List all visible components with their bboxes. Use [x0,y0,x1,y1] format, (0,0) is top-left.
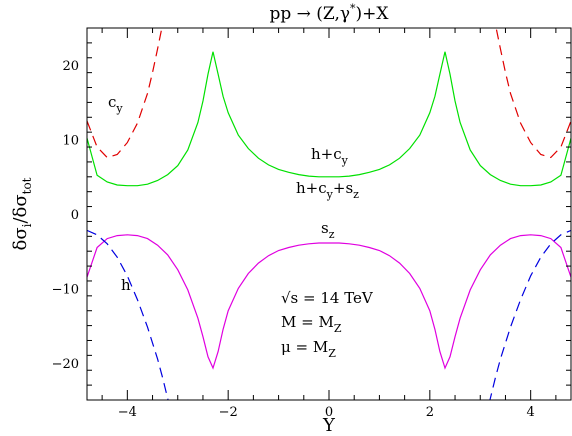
series-line-h-2 [489,229,571,400]
annotation-mass: M = MZ [281,313,342,335]
chart-title: pp → (Z,γ*)+X [269,2,389,24]
annotation-sqrt-s: √s = 14 TeV [281,289,374,307]
y-tick-label: −20 [52,357,79,372]
series-line-cy-1 [87,28,163,159]
y-tick-label: 0 [71,208,79,223]
series-label-h: h [121,276,131,294]
x-tick-label: 2 [426,405,434,420]
series-line-sz [87,234,571,370]
x-axis-label: Y [322,415,336,436]
annotation-scale: μ = MZ [281,338,336,360]
chart-curves [87,28,571,400]
series-label-h-cy-sz: h+cy+sz [296,179,359,201]
x-tick-label: −4 [118,405,137,420]
plot-frame [86,27,572,401]
series-line-h-cy [87,51,571,187]
y-tick-label: −10 [52,282,79,297]
y-tick-label: 10 [62,134,79,149]
series-line-h-1 [87,229,169,400]
series-label-h-cy: h+cy [311,145,349,167]
x-tick-label: 4 [527,405,535,420]
y-tick-label: 20 [62,59,79,74]
axis-ticks [87,28,571,400]
x-tick-label: −2 [219,405,238,420]
series-line-cy-2 [495,28,571,159]
y-axis-label: δσi/δσtot [10,177,34,250]
x-tick-label: 0 [325,405,333,420]
series-label-sz: sz [321,219,335,241]
series-label-cy: cy [108,93,123,115]
